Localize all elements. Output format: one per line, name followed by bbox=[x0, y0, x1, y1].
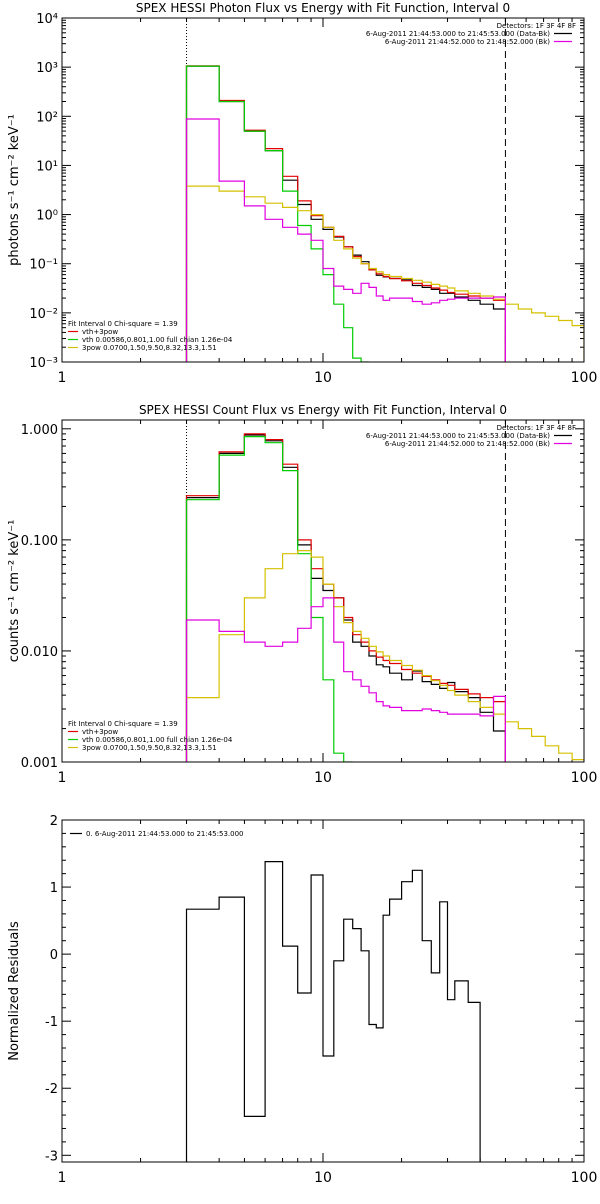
legend-top-entry: 6-Aug-2011 21:44:53.000 to 21:45:53.000 … bbox=[366, 432, 550, 440]
series-line-4 bbox=[185, 118, 506, 362]
y-axis-label: photons s⁻¹ cm⁻² keV⁻¹ bbox=[7, 114, 22, 266]
x-tick-label: 100 bbox=[571, 1170, 598, 1186]
y-tick-label: 10¹ bbox=[36, 159, 58, 174]
series-group bbox=[185, 65, 584, 362]
legend-bottom-entry: vth+3pow bbox=[82, 328, 118, 336]
series-line-2 bbox=[185, 65, 369, 362]
series-group bbox=[185, 861, 481, 1162]
y-tick-label: 2 bbox=[50, 814, 58, 829]
legend-bottom-entry: 3pow 0.0700,1.50,9.50,8.32,13.3,1.51 bbox=[82, 344, 217, 352]
legend-top-entry: 6-Aug-2011 21:44:52.000 to 21:48:52.000 … bbox=[385, 440, 550, 448]
series-line-3 bbox=[185, 185, 584, 362]
legend-entry: 0. 6-Aug-2011 21:44:53.000 to 21:45:53.0… bbox=[86, 830, 244, 838]
y-axis-label: Normalized Residuals bbox=[7, 921, 22, 1061]
x-tick-label: 100 bbox=[571, 770, 598, 786]
legend-bottom-entry: vth 0.00586,0.801,1.00 full chian 1.26e-… bbox=[82, 736, 233, 744]
series-line-4 bbox=[185, 597, 506, 762]
x-tick-label: 10 bbox=[314, 1170, 332, 1186]
chart-panel-0: SPEX HESSI Photon Flux vs Energy with Fi… bbox=[7, 1, 597, 386]
plot-frame bbox=[61, 17, 585, 363]
y-tick-label: 0.001 bbox=[21, 756, 58, 771]
y-tick-label: 10⁴ bbox=[36, 12, 58, 27]
series-group bbox=[185, 433, 584, 762]
y-tick-label: 10⁻³ bbox=[29, 356, 58, 371]
legend-top-entry: 6-Aug-2011 21:44:52.000 to 21:48:52.000 … bbox=[385, 38, 550, 46]
x-tick-label: 100 bbox=[571, 370, 598, 386]
legend-top-entry: 6-Aug-2011 21:44:53.000 to 21:45:53.000 … bbox=[366, 30, 550, 38]
y-axis-label: counts s⁻¹ cm⁻² keV⁻¹ bbox=[7, 520, 22, 663]
plot-frame bbox=[61, 419, 585, 763]
x-tick-label: 1 bbox=[58, 1170, 67, 1186]
y-tick-label: 1 bbox=[50, 881, 58, 896]
chart-title: SPEX HESSI Photon Flux vs Energy with Fi… bbox=[136, 1, 510, 15]
y-tick-label: -3 bbox=[45, 1149, 58, 1164]
y-tick-label: 0 bbox=[50, 948, 58, 963]
y-tick-label: -2 bbox=[45, 1082, 58, 1097]
x-tick-label: 1 bbox=[58, 770, 67, 786]
legend-bottom-entry: 3pow 0.0700,1.50,9.50,8.32,13.3,1.51 bbox=[82, 744, 217, 752]
series-line-2 bbox=[185, 436, 353, 762]
legend-bottom-entry: vth 0.00586,0.801,1.00 full chian 1.26e-… bbox=[82, 336, 233, 344]
y-tick-label: 10⁰ bbox=[36, 209, 58, 224]
y-tick-label: 1.000 bbox=[21, 423, 58, 438]
chart-title: SPEX HESSI Count Flux vs Energy with Fit… bbox=[139, 403, 507, 417]
chart-panel-2: Normalized Residuals -3 -2 -1 0 1 2 1 10 100 0. 6-… bbox=[7, 814, 597, 1186]
y-tick-label: 10⁻¹ bbox=[29, 258, 58, 273]
series-line-0 bbox=[185, 861, 481, 1162]
y-tick-label: -1 bbox=[45, 1015, 58, 1030]
y-tick-label: 10⁻² bbox=[29, 307, 58, 322]
series-line-3 bbox=[185, 550, 584, 762]
legend-bottom-entry: Fit Interval 0 Chi-square = 1.39 bbox=[68, 720, 178, 728]
plot-frame bbox=[61, 819, 585, 1163]
x-tick-label: 10 bbox=[314, 770, 332, 786]
legend-bottom-entry: vth+3pow bbox=[82, 728, 118, 736]
x-tick-label: 1 bbox=[58, 370, 67, 386]
y-tick-label: 0.100 bbox=[21, 534, 58, 549]
legend-bottom-entry: Fit Interval 0 Chi-square = 1.39 bbox=[68, 320, 178, 328]
y-tick-label: 0.010 bbox=[21, 645, 58, 660]
legend-top-entry: Detectors: 1F 3F 4F 8F bbox=[497, 424, 576, 432]
y-tick-label: 10² bbox=[36, 110, 58, 125]
y-tick-label: 10³ bbox=[36, 61, 58, 76]
legend-top-entry: Detectors: 1F 3F 4F 8F bbox=[497, 22, 576, 30]
x-tick-label: 10 bbox=[314, 370, 332, 386]
chart-panel-1: SPEX HESSI Count Flux vs Energy with Fit… bbox=[7, 403, 597, 786]
